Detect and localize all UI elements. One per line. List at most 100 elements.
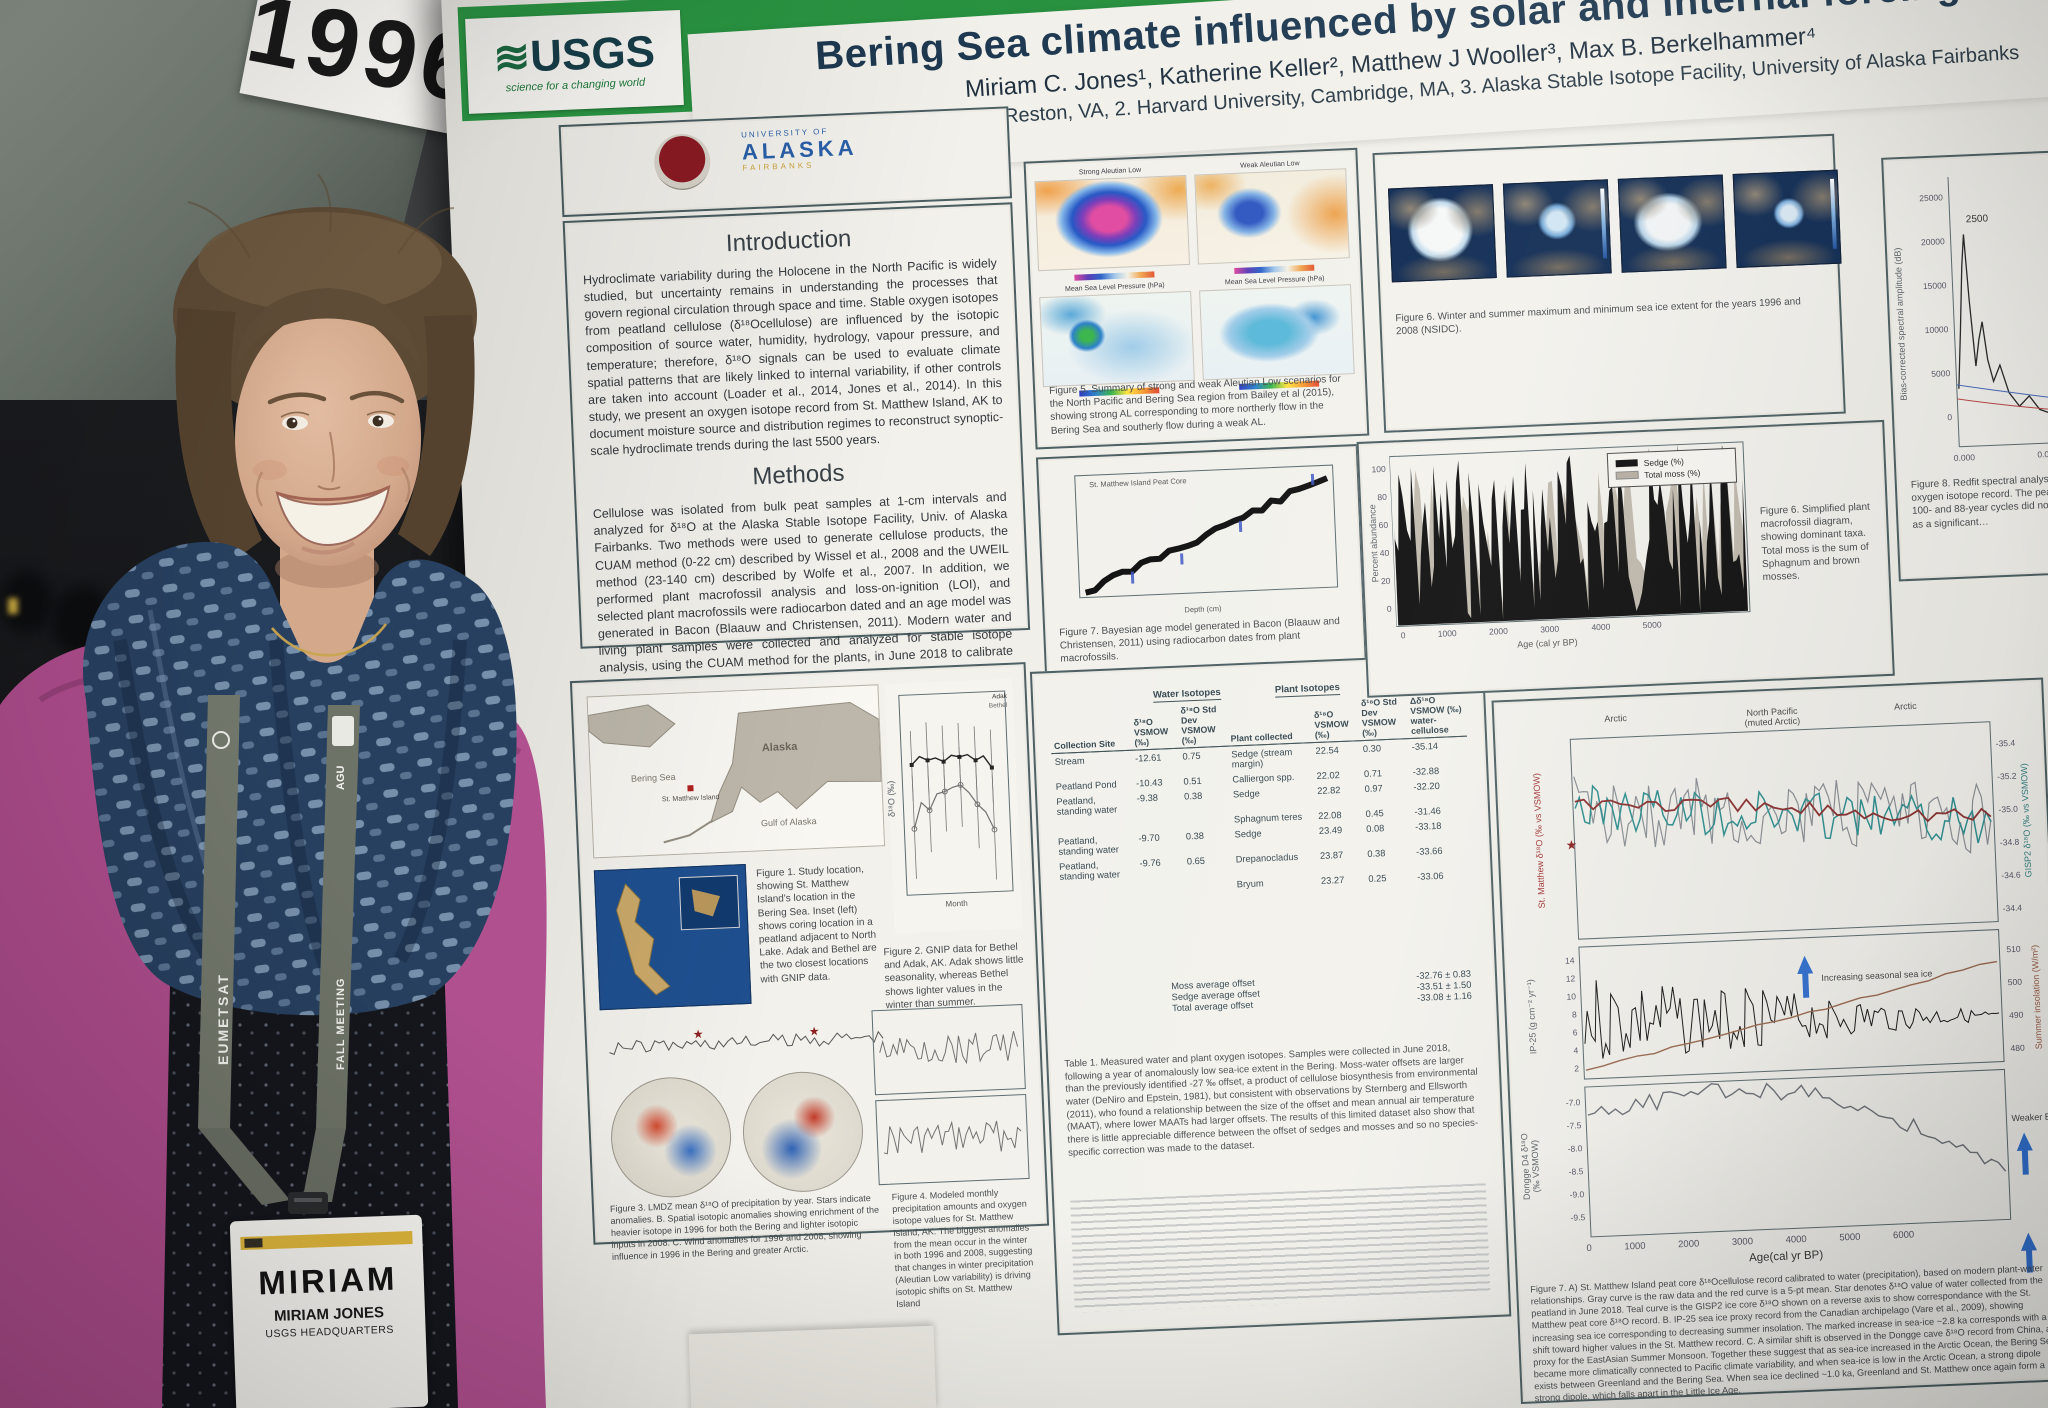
gnip-legend-bethel: Bethel <box>988 701 1008 710</box>
gnip-chart: Adak Bethel δ¹⁸O (‰) Month <box>884 678 1023 934</box>
table-cell: 23.49 <box>1318 824 1343 836</box>
age-model-xlabel: Depth (cm) <box>1184 603 1222 615</box>
sea-ice-map-winter-2008 <box>1617 174 1727 273</box>
references-block <box>1070 1183 1491 1313</box>
figure1-caption: Figure 1. Study location, showing St. Ma… <box>755 864 877 985</box>
alaska-map-figure: Alaska Bering Sea Gulf of Alaska St. Mat… <box>586 684 886 859</box>
lanyard-text-left: EUMETSAT <box>215 973 231 1065</box>
introduction-panel: Introduction Hydroclimate variability du… <box>562 202 1031 726</box>
isotope-table: Collection Site δ¹⁸O VSMOW (‰) δ¹⁸O Std … <box>1049 691 1473 900</box>
figure3-caption: Figure 3. LMDZ mean δ¹⁸O of precipitatio… <box>609 1193 880 1262</box>
table-cell: 0.65 <box>1186 855 1206 867</box>
strong-aleutian-low-map: Strong Aleutian Low <box>1034 167 1191 281</box>
logos-panel: UNIVERSITY OF ALASKA FAIRBANKS <box>558 106 1013 218</box>
gnip-xlabel: Month <box>945 898 968 909</box>
weak-aleutian-low-map: Weak Aleutian Low <box>1194 160 1350 274</box>
table-cell: 0.38 <box>1185 830 1205 842</box>
map-label-bering-sea: Bering Sea <box>630 771 676 784</box>
stacked-records-chart: ★ <box>1565 721 2038 1273</box>
badge-yellow-stripe <box>240 1231 413 1251</box>
table-cell: 0.97 <box>1364 783 1383 794</box>
introduction-text: Hydroclimate variability during the Holo… <box>582 255 1004 459</box>
presenter-person: EUMETSAT AGU FALL MEETING <box>0 173 547 1408</box>
table-cell: Peatland, standing water <box>1058 860 1121 882</box>
hairline <box>236 288 420 376</box>
isotope-table-panel: Water Isotopes Plant Isotopes Collection… <box>1029 652 1512 1336</box>
sea-ice-maps-row <box>1387 169 1842 283</box>
strong-precip-map: Mean Sea Level Pressure (hPa) <box>1039 282 1195 397</box>
table-cell: -33.66 <box>1415 845 1443 857</box>
table-cell: 0.38 <box>1367 848 1386 859</box>
handout-paper <box>688 1325 937 1408</box>
scientific-poster: ≋USGS science for a changing world Berin… <box>440 0 2048 1408</box>
svg-text:★: ★ <box>1565 837 1577 852</box>
table-cell: 22.82 <box>1317 784 1341 796</box>
table1-caption: Table 1. Measured water and plant oxygen… <box>1064 1042 1479 1159</box>
table-cell: Stream <box>1054 755 1085 767</box>
map-label-alaska: Alaska <box>761 740 798 755</box>
dongge-axis-label: Dongge D4 δ¹⁸O (‰ VSMOW) <box>1519 1132 1542 1201</box>
table-cell: Sedge (stream margin) <box>1231 746 1293 770</box>
main-records-panel: Arctic North Pacific (muted Arctic) Arct… <box>1491 677 2048 1404</box>
table-cell: -33.06 <box>1416 870 1444 882</box>
gnip-ylabel: δ¹⁸O (‰) <box>885 780 898 818</box>
badge-first-name: MIRIAM <box>257 1259 398 1302</box>
badge-organization: USGS HEADQUARTERS <box>265 1323 395 1341</box>
table-cell: -32.20 <box>1413 780 1440 792</box>
table-cell <box>1185 877 1234 894</box>
aleutian-maps-grid: Strong Aleutian Low Weak Aleutian Low Me… <box>1034 160 1355 397</box>
lmdz-timeseries-chart: ★ ★ <box>609 1024 884 1056</box>
isotope-table-body: Stream -12.61 0.75 Sedge (stream margin) 22.… <box>1051 737 1473 900</box>
svg-text:★: ★ <box>692 1027 703 1041</box>
isotope-anomaly-map-1996 <box>608 1074 734 1200</box>
lanyard-text-agu: AGU <box>335 766 347 791</box>
lanyard-text-right: FALL MEETING <box>335 978 347 1070</box>
alaska-map <box>587 685 885 858</box>
macro-xlabel: Age (cal yr BP) <box>1516 636 1578 650</box>
sea-ice-map-summer-1996 <box>1502 179 1612 278</box>
background-lanyard-bokeh <box>8 598 18 614</box>
aleutian-low-panel: Strong Aleutian Low Weak Aleutian Low Me… <box>1023 147 1370 450</box>
scarf <box>82 541 517 1016</box>
table-cell: 0.75 <box>1182 750 1201 762</box>
study-area-figures-panel: Alaska Bering Sea Gulf of Alaska St. Mat… <box>569 662 1050 1309</box>
table-cell: 0.25 <box>1368 873 1387 884</box>
table-cell: 23.87 <box>1319 849 1344 861</box>
table-cell: -33.18 <box>1414 820 1442 832</box>
wind-anomaly-charts <box>871 1004 1030 1186</box>
svg-text:Total moss (%): Total moss (%) <box>1644 468 1701 480</box>
table-cell: Peatland, standing water <box>1056 795 1118 817</box>
svg-text:2500: 2500 <box>1966 213 1989 225</box>
figure7-main-caption: Figure 7. A) St. Matthew Island peat cor… <box>1530 1263 2048 1404</box>
easm-annotation: Weaker EASM <box>2011 1110 2048 1124</box>
lanyard: EUMETSAT AGU FALL MEETING <box>198 695 360 1214</box>
table-cell: Bryum <box>1236 878 1264 890</box>
age-model-panel: St. Matthew Island Peat Core Depth (cm) … <box>1035 443 1367 678</box>
harvard-crest-icon <box>653 132 712 192</box>
table-cell: 0.08 <box>1366 823 1385 834</box>
table-cell: Sedge <box>1232 788 1261 800</box>
island-inset-map <box>593 863 752 1011</box>
eumetsat-logo-icon <box>212 731 230 749</box>
spectral-chart: 2500 <box>1947 177 2048 448</box>
badge-clip <box>288 1192 328 1214</box>
figure8-caption: Figure 8. Redfit spectral analysis of th… <box>1910 473 2048 531</box>
svg-text:★: ★ <box>808 1024 819 1038</box>
age-model-chart: St. Matthew Island Peat Core <box>1074 464 1339 599</box>
weak-precip-map: Mean Sea Level Pressure (hPa) <box>1199 275 1355 390</box>
necklace <box>271 623 388 657</box>
macrofossil-chart: Sedge (%) Total moss (%) <box>1389 441 1751 628</box>
table-cell: -12.61 <box>1134 752 1162 764</box>
spectral-panel: 2500 25000 20000 15000 10000 5000 0 Bias… <box>1881 148 2048 582</box>
agu-logo-icon <box>332 716 354 746</box>
table-cell: Sedge <box>1234 828 1262 840</box>
figure6-ice-caption: Figure 6. Winter and summer maximum and … <box>1395 296 1802 338</box>
svg-text:St. Matthew Island Peat Core: St. Matthew Island Peat Core <box>1089 476 1187 489</box>
name-badge: MIRIAM MIRIAM JONES USGS HEADQUARTERS <box>229 1214 429 1408</box>
face-features <box>253 391 411 555</box>
figure7-age-caption: Figure 7. Bayesian age model generated i… <box>1059 615 1341 665</box>
sea-ice-map-winter-1996 <box>1387 184 1497 283</box>
table-cell: 0.38 <box>1183 790 1203 802</box>
pressure-colorbar <box>1234 264 1315 274</box>
